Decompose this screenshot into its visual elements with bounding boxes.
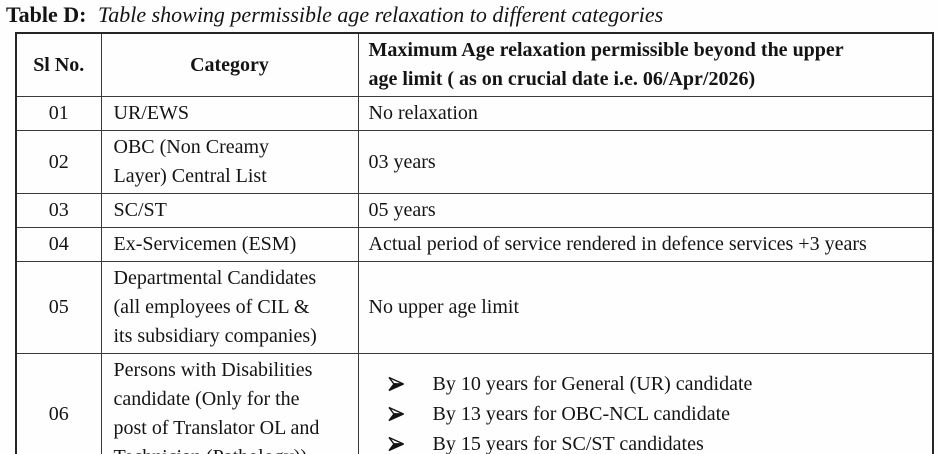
arrowhead-bullet-icon — [387, 376, 406, 392]
table-row: 02 OBC (Non Creamy Layer) Central List 0… — [15, 130, 934, 194]
cell-relaxation-list: By 10 years for General (UR) candidate B… — [357, 353, 934, 454]
table-title-label: Table D: — [6, 2, 87, 27]
cell-sl-no: 02 — [15, 130, 102, 194]
table-title-caption: Table showing permissible age relaxation… — [97, 2, 664, 27]
bullet-item: By 13 years for OBC-NCL candidate — [387, 399, 925, 429]
table-row: 04 Ex-Servicemen (ESM) Actual period of … — [15, 227, 934, 262]
arrowhead-bullet-icon — [387, 406, 406, 422]
cell-category: OBC (Non Creamy Layer) Central List — [100, 130, 359, 194]
cell-relaxation: 03 years — [357, 130, 934, 194]
cell-relaxation: No relaxation — [357, 96, 934, 131]
cell-relaxation: Actual period of service rendered in def… — [357, 227, 934, 262]
cell-relaxation: 05 years — [357, 193, 934, 228]
cell-relaxation: No upper age limit — [357, 261, 934, 354]
cell-category: UR/EWS — [100, 96, 359, 131]
bullet-text: By 10 years for General (UR) candidate — [432, 373, 753, 395]
table-row: 03 SC/ST 05 years — [15, 193, 934, 228]
cell-category: SC/ST — [100, 193, 359, 228]
table-row: 06 Persons with Disabilities candidate (… — [15, 353, 934, 454]
relaxation-bullet-list: By 10 years for General (UR) candidate B… — [369, 369, 925, 454]
table-row: 01 UR/EWS No relaxation — [15, 96, 934, 131]
header-relaxation: Maximum Age relaxation permissible beyon… — [357, 32, 934, 97]
cell-sl-no: 03 — [15, 193, 102, 228]
cell-category: Ex-Servicemen (ESM) — [100, 227, 359, 262]
header-sl-no: Sl No. — [15, 32, 102, 97]
table-header-row: Sl No. Category Maximum Age relaxation p… — [15, 32, 934, 97]
bullet-item: By 15 years for SC/ST candidates — [387, 429, 925, 454]
table-title: Table D: Table showing permissible age r… — [6, 1, 663, 29]
header-category: Category — [100, 32, 359, 97]
bullet-item: By 10 years for General (UR) candidate — [387, 369, 925, 399]
cell-category: Persons with Disabilities candidate (Onl… — [100, 353, 359, 454]
age-relaxation-table: Sl No. Category Maximum Age relaxation p… — [15, 32, 934, 454]
cell-category: Departmental Candidates (all employees o… — [100, 261, 359, 354]
table-row: 05 Departmental Candidates (all employee… — [15, 261, 934, 354]
cell-sl-no: 01 — [15, 96, 102, 131]
cell-sl-no: 05 — [15, 261, 102, 354]
bullet-text: By 13 years for OBC-NCL candidate — [432, 403, 731, 425]
bullet-text: By 15 years for SC/ST candidates — [432, 433, 704, 454]
cell-sl-no: 04 — [15, 227, 102, 262]
cell-sl-no: 06 — [15, 353, 102, 454]
arrowhead-bullet-icon — [387, 436, 406, 452]
